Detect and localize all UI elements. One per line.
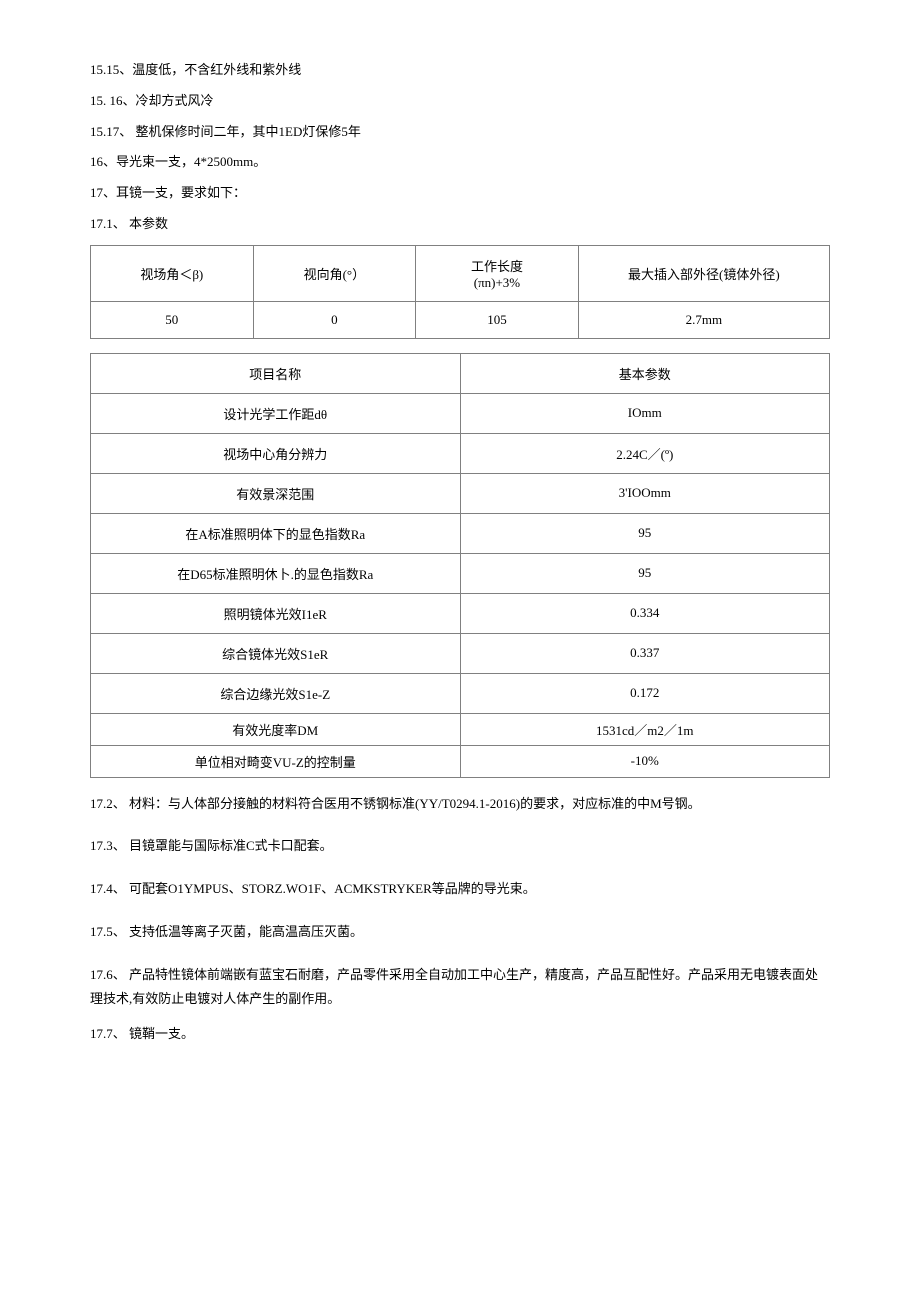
table-cell: 有效景深范围	[91, 473, 461, 513]
text-line: 15.15、温度低，不含红外线和紫外线	[90, 60, 830, 81]
table-row: 照明镜体光效I1eR 0.334	[91, 593, 830, 633]
table-specs-2: 项目名称 基本参数 设计光学工作距dθ IOmm 视场中心角分辨力 2.24C／…	[90, 353, 830, 778]
table-cell: 单位相对畸变VU-Z的控制量	[91, 745, 461, 777]
table-row: 视场中心角分辨力 2.24C／(º)	[91, 433, 830, 473]
table-cell: 2.7mm	[578, 301, 829, 338]
table-header-cell: 视向角(°）	[253, 245, 416, 301]
table-cell: 在A标准照明体下的显色指数Ra	[91, 513, 461, 553]
table-header-cell: 基本参数	[460, 353, 830, 393]
table-row: 综合边缘光效S1e-Z 0.172	[91, 673, 830, 713]
table-row: 有效光度率DM 1531cd／m2／1m	[91, 713, 830, 745]
table-cell: 95	[460, 553, 830, 593]
text-line: 17、耳镜一支，要求如下：	[90, 183, 830, 204]
table-specs-1: 视场角＜β) 视向角(°） 工作长度 (πn)+3% 最大插入部外径(镜体外径)…	[90, 245, 830, 339]
table-cell: 在D65标准照明休卜.的显色指数Ra	[91, 553, 461, 593]
table-row: 50 0 105 2.7mm	[91, 301, 830, 338]
table-row: 在A标准照明体下的显色指数Ra 95	[91, 513, 830, 553]
table-cell: -10%	[460, 745, 830, 777]
table-cell: 综合边缘光效S1e-Z	[91, 673, 461, 713]
text-line: 15. 16、冷却方式风冷	[90, 91, 830, 112]
table-header-cell: 最大插入部外径(镜体外径)	[578, 245, 829, 301]
text-line: 15.17、 整机保修时间二年，其中1ED灯保修5年	[90, 122, 830, 143]
text-line: 17.1、 本参数	[90, 214, 830, 235]
text-paragraph: 17.6、 产品特性镜体前端嵌有蓝宝石耐磨，产品零件采用全自动加工中心生产，精度…	[90, 963, 830, 1012]
table-row: 视场角＜β) 视向角(°） 工作长度 (πn)+3% 最大插入部外径(镜体外径)	[91, 245, 830, 301]
table-row: 在D65标准照明休卜.的显色指数Ra 95	[91, 553, 830, 593]
table-cell: 3'IOOmm	[460, 473, 830, 513]
text-paragraph: 17.2、 材料：与人体部分接触的材料符合医用不锈钢标准(YY/T0294.1-…	[90, 792, 830, 817]
table-cell: 照明镜体光效I1eR	[91, 593, 461, 633]
text-paragraph: 17.5、 支持低温等离子灭菌，能高温高压灭菌。	[90, 920, 830, 945]
table-cell: 0.337	[460, 633, 830, 673]
table-cell: 0.172	[460, 673, 830, 713]
table-cell: IOmm	[460, 393, 830, 433]
table-header-cell: 视场角＜β)	[91, 245, 254, 301]
table-row: 设计光学工作距dθ IOmm	[91, 393, 830, 433]
table-cell: 视场中心角分辨力	[91, 433, 461, 473]
table-cell: 0.334	[460, 593, 830, 633]
table-row: 有效景深范围 3'IOOmm	[91, 473, 830, 513]
table-cell: 设计光学工作距dθ	[91, 393, 461, 433]
table-cell: 综合镜体光效S1eR	[91, 633, 461, 673]
document-page: 15.15、温度低，不含红外线和紫外线 15. 16、冷却方式风冷 15.17、…	[0, 0, 920, 1145]
table-header-cell: 项目名称	[91, 353, 461, 393]
table-cell: 105	[416, 301, 579, 338]
table-row: 单位相对畸变VU-Z的控制量 -10%	[91, 745, 830, 777]
text-line: 16、导光束一支，4*2500mm。	[90, 152, 830, 173]
table-row: 项目名称 基本参数	[91, 353, 830, 393]
table-cell: 50	[91, 301, 254, 338]
text-paragraph: 17.3、 目镜罩能与国际标准C式卡口配套。	[90, 834, 830, 859]
table-header-cell: 工作长度 (πn)+3%	[416, 245, 579, 301]
table-cell: 1531cd／m2／1m	[460, 713, 830, 745]
text-paragraph: 17.7、 镜鞘一支。	[90, 1022, 830, 1047]
text-paragraph: 17.4、 可配套O1YMPUS、STORZ.WO1F、ACMKSTRYKER等…	[90, 877, 830, 902]
table-cell: 0	[253, 301, 416, 338]
table-row: 综合镜体光效S1eR 0.337	[91, 633, 830, 673]
table-cell: 95	[460, 513, 830, 553]
table-cell: 有效光度率DM	[91, 713, 461, 745]
table-cell: 2.24C／(º)	[460, 433, 830, 473]
